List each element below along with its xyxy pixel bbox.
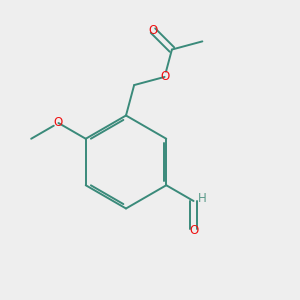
Text: O: O [189,224,198,237]
Text: O: O [148,24,158,37]
Text: H: H [198,192,206,205]
Text: O: O [160,70,169,83]
Text: O: O [54,116,63,130]
